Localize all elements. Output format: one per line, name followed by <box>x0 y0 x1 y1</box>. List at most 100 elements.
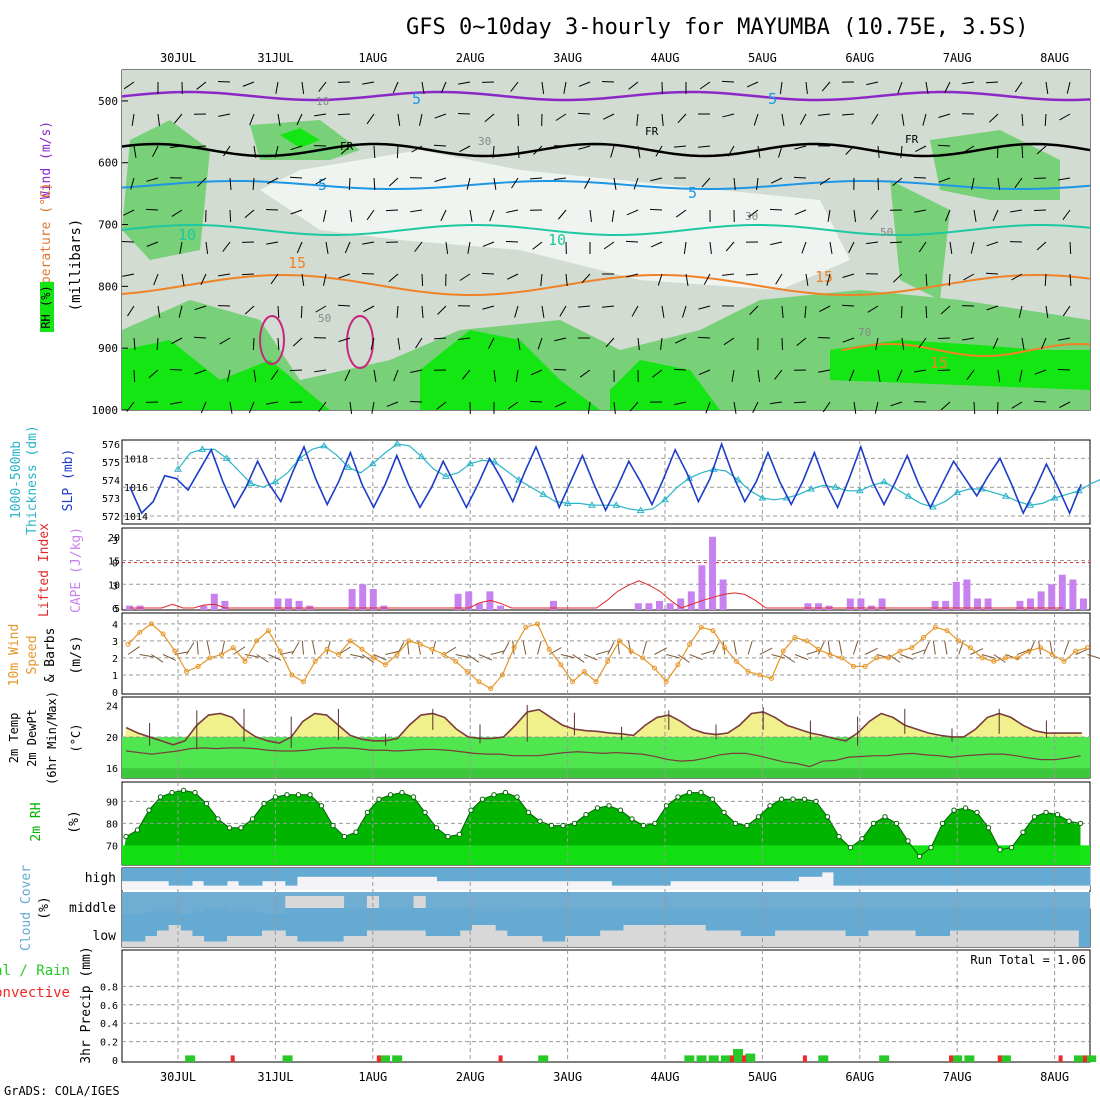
thickness-tick: 573 <box>102 494 120 505</box>
cloud-low-bar <box>156 930 170 947</box>
cloud-low-bar <box>331 941 345 947</box>
cloud-tick: middle <box>69 901 116 916</box>
wind-barb <box>490 650 505 655</box>
rh-point <box>226 825 233 831</box>
cape-bar <box>475 603 483 610</box>
rh-point <box>974 809 980 816</box>
upper-wind-barb <box>757 369 761 382</box>
upper-wind-barb <box>603 113 615 120</box>
upper-wind-barb <box>467 241 471 254</box>
precip-tick: 0 <box>112 1056 118 1067</box>
contour-label: 30 <box>478 135 491 148</box>
panel-frame-cape <box>121 527 1091 611</box>
li-tick: 3 <box>112 581 118 592</box>
thickness-point <box>1002 492 1010 499</box>
cloud-low-bar <box>250 936 263 947</box>
upper-wind-barb <box>962 81 975 85</box>
upper-wind-barb <box>721 80 735 83</box>
cloud-low-bar <box>856 936 869 947</box>
cape-bar <box>656 600 663 610</box>
thickness-point <box>320 441 328 449</box>
upper-wind-barb <box>727 145 735 157</box>
upper-wind-barb <box>171 337 183 345</box>
cloud-high-bar <box>448 868 461 882</box>
upper-wind-barb <box>386 401 399 407</box>
cloud-high-bar <box>600 868 613 882</box>
upper-wind-barb <box>945 209 951 222</box>
rh-point <box>157 794 164 800</box>
upper-wind-barb <box>532 241 543 250</box>
ylabel-wind-units: (m/s) <box>69 635 84 674</box>
wind-barb <box>478 654 493 661</box>
contour-label: 5 <box>318 176 327 194</box>
wind-speed-point <box>956 638 962 644</box>
upper-wind-barb <box>1045 81 1049 94</box>
cape-bar <box>274 598 282 610</box>
upper-wind-barb <box>682 305 687 318</box>
cloud-mid-bar <box>285 896 298 908</box>
upper-wind-barb <box>434 177 447 183</box>
wind-barb <box>852 641 859 655</box>
upper-wind-barb <box>540 273 543 286</box>
wind-speed-point <box>277 648 283 654</box>
date-label-top: 3AUG <box>553 51 582 65</box>
ylabel-10m-wind: 10m Wind <box>7 624 22 687</box>
cape-tick: 10 <box>108 580 120 591</box>
upper-wind-barb <box>270 273 279 285</box>
rh-point <box>801 796 808 802</box>
temp-contour-5 <box>121 180 1091 190</box>
ylabel-millibars: (millibars) <box>68 219 84 312</box>
upper-wind-barb <box>794 209 807 216</box>
wind-speed-point <box>336 652 342 657</box>
slp-tick: 1014 <box>124 512 148 523</box>
cloud-high-bar <box>191 868 205 882</box>
cloud-high-bar <box>355 868 368 877</box>
cloud-low-bar <box>891 930 904 947</box>
upper-wind-barb <box>867 305 879 313</box>
cloud-high-bar <box>518 868 531 882</box>
cloud-low-bar <box>355 936 368 947</box>
rh-point <box>341 833 348 840</box>
cloud-low-bar <box>261 930 275 947</box>
wind-speed-point <box>1014 655 1020 661</box>
date-label-bottom: 8AUG <box>1040 1070 1069 1084</box>
upper-wind-barb <box>677 113 687 124</box>
upper-wind-barb <box>1033 400 1047 403</box>
rh-point <box>640 822 647 829</box>
wind-speed-point <box>535 621 540 627</box>
upper-wind-barb <box>193 336 207 339</box>
cloud-low-bar <box>751 936 764 947</box>
wind-speed-point <box>815 646 821 652</box>
upper-wind-barb <box>801 241 807 254</box>
thickness-point <box>880 477 889 485</box>
upper-wind-barb <box>793 401 807 404</box>
upper-wind-barb <box>248 401 255 414</box>
rh-point <box>502 789 509 796</box>
upper-wind-barb <box>889 241 903 244</box>
upper-wind-barb <box>805 81 808 94</box>
rh-point <box>445 833 451 840</box>
upper-wind-barb <box>915 145 927 152</box>
rh-point <box>433 825 440 831</box>
upper-wind-barb <box>925 305 928 319</box>
rh-point <box>594 805 601 811</box>
cloud-high-bar <box>728 868 741 882</box>
upper-wind-barb <box>605 337 615 348</box>
contour-label: 10 <box>316 95 329 108</box>
upper-wind-barb <box>559 305 567 317</box>
wind-speed-point <box>453 658 459 664</box>
upper-wind-barb <box>826 273 831 286</box>
thickness-point <box>758 494 767 501</box>
wind-speed-point <box>394 652 400 657</box>
cloud-high-bar <box>623 868 636 886</box>
thickness-point <box>855 486 864 494</box>
upper-wind-barb <box>421 305 424 318</box>
ylabel-barbs: & Barbs <box>43 628 58 683</box>
cloud-high-bar <box>320 868 333 877</box>
rh-shade-green <box>890 180 950 300</box>
date-label-bottom: 5AUG <box>748 1070 777 1084</box>
cloud-high-bar <box>343 868 356 877</box>
wind-barb <box>186 642 195 655</box>
wind-speed-point <box>1073 648 1079 654</box>
upper-wind-barb <box>340 145 351 155</box>
